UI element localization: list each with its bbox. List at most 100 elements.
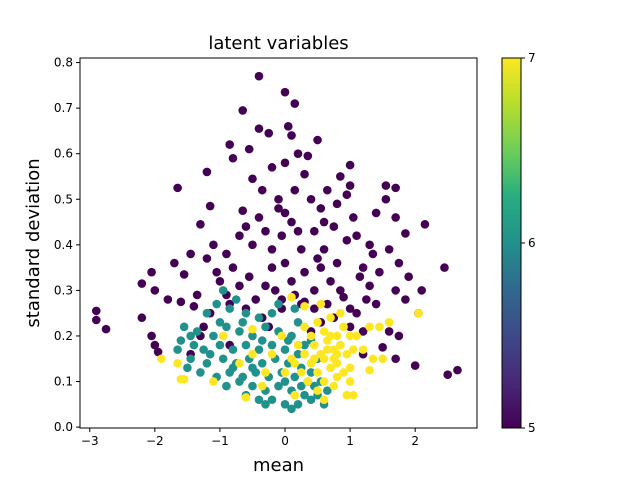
scatter-point-5 <box>332 199 342 209</box>
scatter-point-7 <box>332 372 342 382</box>
colorbar-ticks: 5 6 7 <box>521 51 536 435</box>
scatter-point-6 <box>238 317 248 327</box>
scatter-point-5 <box>147 267 156 277</box>
scatter-point-7 <box>339 368 348 377</box>
scatter-point-7 <box>277 331 287 341</box>
scatter-point-7 <box>287 292 296 302</box>
scatter-point-6 <box>241 340 251 350</box>
scatter-point-6 <box>215 340 225 350</box>
scatter-point-5 <box>202 254 212 263</box>
scatter-point-5 <box>362 295 371 304</box>
scatter-point-6 <box>235 377 244 386</box>
scatter-point-6 <box>205 349 215 359</box>
scatter-point-6 <box>222 322 231 332</box>
scatter-point-5 <box>91 306 101 316</box>
scatter-point-6 <box>225 304 234 313</box>
scatter-point-5 <box>332 258 342 268</box>
scatter-point-5 <box>401 295 410 304</box>
scatter-point-5 <box>238 206 248 215</box>
scatter-point-7 <box>326 313 335 323</box>
scatter-point-5 <box>316 204 326 213</box>
scatter-point-7 <box>345 331 355 341</box>
scatter-point-6 <box>241 308 251 318</box>
scatter-point-6 <box>293 349 303 359</box>
scatter-point-6 <box>176 336 186 345</box>
scatter-point-5 <box>235 231 244 241</box>
scatter-point-5 <box>225 140 234 149</box>
scatter-point-5 <box>384 327 394 336</box>
scatter-point-6 <box>212 299 221 309</box>
scatter-point-5 <box>170 258 179 268</box>
scatter-point-5 <box>277 231 287 241</box>
scatter-point-7 <box>179 374 189 384</box>
scatter-point-7 <box>352 331 361 341</box>
scatter-point-7 <box>336 308 345 318</box>
scatter-point-5 <box>244 272 254 282</box>
scatter-point-6 <box>290 304 300 313</box>
scatter-point-6 <box>196 368 205 377</box>
scatter-point-7 <box>319 327 329 336</box>
scatter-point-6 <box>228 363 238 373</box>
scatter-point-6 <box>173 345 182 354</box>
scatter-point-5 <box>228 263 238 272</box>
scatter-point-5 <box>186 249 195 259</box>
scatter-point-6 <box>248 331 257 341</box>
scatter-point-6 <box>235 327 244 336</box>
scatter-point-5 <box>365 240 374 250</box>
scatter-point-5 <box>137 313 147 323</box>
scatter-point-5 <box>329 222 339 231</box>
scatter-point-7 <box>261 368 270 377</box>
scatter-point-5 <box>192 290 202 300</box>
y-tick-label: 0.4 <box>54 238 73 252</box>
scatter-point-6 <box>209 331 218 341</box>
scatter-point-5 <box>280 87 290 97</box>
scatter-point-6 <box>287 404 296 414</box>
scatter-point-7 <box>290 390 300 400</box>
scatter-point-7 <box>300 302 309 311</box>
scatter-point-6 <box>248 381 257 391</box>
y-tick-label: 0.1 <box>54 375 73 389</box>
scatter-point-7 <box>349 345 358 354</box>
scatter-point-5 <box>381 181 391 190</box>
scatter-point-6 <box>231 295 241 304</box>
scatter-point-6 <box>202 358 212 368</box>
scatter-point-5 <box>283 122 293 131</box>
scatter-point-5 <box>150 340 160 350</box>
scatter-point-5 <box>358 263 368 272</box>
scatter-point-5 <box>352 308 361 318</box>
scatter-point-6 <box>215 317 225 327</box>
scatter-point-5 <box>254 213 264 222</box>
scatter-point-7 <box>375 322 384 332</box>
scatter-point-5 <box>342 190 352 199</box>
scatter-point-5 <box>394 258 404 268</box>
y-tick-label: 0.7 <box>54 101 73 115</box>
colorbar-tick-label: 7 <box>528 51 536 65</box>
scatter-point-7 <box>248 349 257 359</box>
scatter-point-7 <box>300 322 309 332</box>
scatter-point-6 <box>189 340 199 350</box>
scatter-point-5 <box>309 304 319 313</box>
scatter-point-6 <box>228 345 238 354</box>
scatter-point-7 <box>309 340 319 350</box>
scatter-point-7 <box>358 345 368 354</box>
x-axis-label: mean <box>253 455 304 476</box>
scatter-point-7 <box>316 299 326 309</box>
scatter-point-5 <box>345 304 355 313</box>
scatter-point-5 <box>287 276 296 286</box>
scatter-point-5 <box>270 286 280 295</box>
scatter-point-5 <box>371 299 381 309</box>
scatter-point-7 <box>173 358 182 368</box>
scatter-point-7 <box>309 354 319 364</box>
scatter-point-7 <box>384 317 394 327</box>
scatter-point-7 <box>306 331 316 341</box>
scatter-point-5 <box>150 286 160 295</box>
scatter-point-6 <box>257 336 267 345</box>
scatter-point-6 <box>280 400 290 409</box>
scatter-point-5 <box>345 160 355 170</box>
y-tick-label: 0.0 <box>54 420 73 434</box>
scatter-point-5 <box>342 235 352 245</box>
y-axis: 0.0 0.1 0.2 0.3 0.4 0.5 0.6 0.7 0.8 <box>54 56 80 434</box>
scatter-point-6 <box>222 381 231 391</box>
colorbar <box>501 57 522 429</box>
